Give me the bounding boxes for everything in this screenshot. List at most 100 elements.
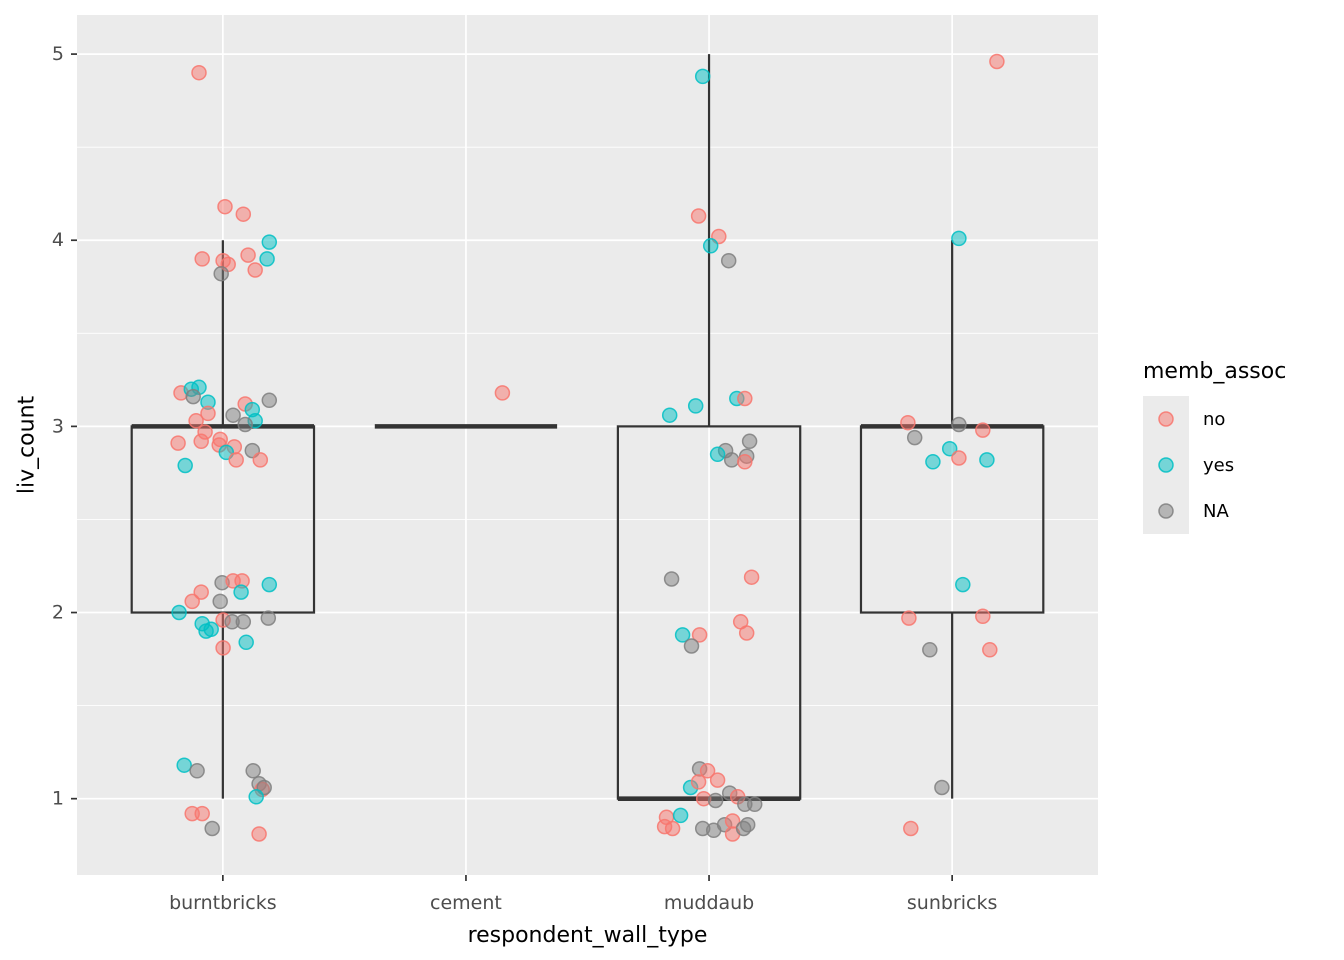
y-tick-label: 1 — [52, 788, 64, 810]
data-point-NA — [225, 407, 241, 423]
data-point-yes — [925, 454, 941, 470]
data-point-NA — [951, 416, 967, 433]
y-tick-label: 3 — [52, 415, 64, 437]
data-point-no — [664, 820, 681, 837]
data-point-NA — [720, 252, 737, 269]
data-point-no — [191, 64, 207, 81]
data-point-NA — [683, 638, 700, 654]
legend-item-no: no — [1143, 396, 1343, 442]
legend-label-yes: yes — [1203, 454, 1235, 476]
data-point-no — [194, 251, 210, 267]
data-point-NA — [245, 763, 261, 779]
y-axis-title: liv_count — [14, 395, 40, 495]
data-point-yes — [259, 251, 275, 267]
data-point-yes — [709, 446, 726, 463]
data-point-NA — [261, 392, 278, 409]
data-point-no — [188, 413, 204, 429]
data-point-yes — [955, 576, 971, 593]
jitter-points — [170, 53, 1005, 842]
y-tick-label: 2 — [52, 602, 64, 624]
legend-keys: no yes NA — [1143, 396, 1343, 534]
data-point-yes — [203, 621, 219, 638]
data-point-no — [737, 390, 753, 407]
legend-dot-NA — [1158, 503, 1174, 519]
data-point-yes — [694, 68, 711, 85]
data-point-no — [247, 262, 263, 278]
legend-dot-no — [1158, 411, 1174, 427]
data-point-NA — [260, 610, 277, 626]
data-point-no — [194, 805, 210, 822]
x-tick-label: cement — [430, 892, 502, 914]
data-point-no — [200, 405, 216, 422]
legend-title: memb_assoc — [1143, 359, 1287, 384]
data-point-yes — [951, 230, 967, 247]
legend-swatch-no — [1143, 396, 1189, 442]
data-point-yes — [702, 238, 719, 254]
x-axis-title: respondent_wall_type — [467, 923, 708, 948]
x-tick-label: muddaub — [664, 892, 754, 914]
data-point-yes — [177, 457, 193, 474]
data-point-yes — [661, 407, 678, 423]
data-point-no — [690, 774, 707, 790]
data-point-NA — [741, 433, 758, 450]
data-point-NA — [212, 593, 228, 610]
data-point-yes — [674, 627, 691, 643]
data-point-no — [903, 820, 919, 837]
data-point-yes — [687, 398, 704, 414]
data-point-NA — [204, 820, 220, 837]
data-point-yes — [261, 576, 278, 593]
data-point-no — [699, 763, 716, 779]
data-point-NA — [906, 429, 923, 446]
legend-swatch-yes — [1143, 442, 1189, 488]
data-point-NA — [746, 796, 763, 813]
data-point-no — [217, 198, 233, 215]
data-point-no — [737, 454, 753, 470]
legend-label-na: NA — [1203, 500, 1229, 522]
legend-dot-yes — [1158, 457, 1174, 473]
data-point-NA — [189, 763, 205, 779]
data-point-no — [193, 584, 209, 600]
data-point-no — [170, 435, 186, 451]
data-point-NA — [707, 792, 724, 809]
data-point-yes — [941, 440, 958, 457]
data-point-no — [975, 608, 991, 625]
data-point-NA — [235, 614, 252, 630]
data-point-NA — [739, 816, 756, 833]
data-point-no — [975, 422, 991, 438]
data-point-yes — [248, 789, 264, 805]
data-point-NA — [237, 416, 253, 433]
legend-item-yes: yes — [1143, 442, 1343, 488]
data-point-no — [690, 208, 707, 224]
data-point-yes — [979, 452, 995, 468]
data-point-no — [743, 569, 760, 585]
data-point-NA — [213, 265, 229, 282]
data-point-no — [193, 433, 209, 450]
y-tick-label: 4 — [52, 229, 64, 251]
data-point-NA — [723, 452, 740, 468]
data-point-no — [184, 593, 200, 610]
data-point-yes — [171, 604, 187, 621]
y-tick-label: 5 — [52, 43, 64, 65]
data-point-yes — [261, 234, 278, 250]
legend-swatch-na — [1143, 488, 1189, 534]
data-point-NA — [922, 642, 938, 658]
data-point-yes — [233, 584, 249, 600]
data-point-no — [989, 53, 1005, 70]
data-point-no — [252, 452, 269, 468]
data-point-yes — [238, 634, 254, 651]
legend-item-na: NA — [1143, 488, 1343, 534]
data-point-no — [982, 642, 998, 658]
data-point-no — [738, 625, 755, 641]
axes: 1 2 3 4 5 burntbricks cement muddaub sunbricks — [52, 43, 997, 914]
data-point-NA — [663, 571, 680, 587]
data-point-no — [228, 452, 244, 468]
data-point-NA — [185, 388, 201, 405]
data-point-no — [691, 627, 708, 643]
data-point-no — [235, 206, 252, 222]
legend: memb_assoc no yes NA — [1143, 359, 1343, 534]
data-point-no — [901, 610, 917, 626]
data-point-no — [951, 450, 967, 466]
data-point-NA — [934, 779, 950, 796]
data-point-yes — [672, 807, 689, 824]
